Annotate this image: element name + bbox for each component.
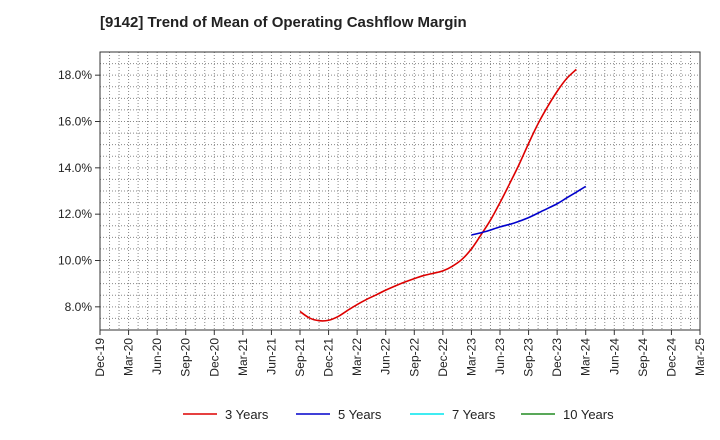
series-line-5-years [471, 185, 587, 236]
x-tick-label: Dec-24 [664, 338, 678, 377]
y-tick-label: 18.0% [58, 68, 92, 82]
legend-label-3-years: 3 Years [225, 407, 269, 422]
grid-layer [100, 52, 700, 330]
x-tick-label: Mar-24 [579, 338, 593, 376]
y-tick-label: 12.0% [58, 207, 92, 221]
plot-frame [99, 51, 701, 331]
x-tick-label: Mar-23 [464, 338, 478, 376]
legend: 3 Years 5 Years 7 Years 10 Years [183, 407, 614, 422]
x-tick-label: Dec-20 [207, 338, 221, 377]
x-tick-label: Sep-22 [407, 338, 421, 377]
legend-label-10-years: 10 Years [563, 407, 614, 422]
x-tick-label: Dec-22 [436, 338, 450, 377]
y-tick-label: 14.0% [58, 161, 92, 175]
x-tick-label: Dec-19 [93, 338, 107, 377]
x-tick-label: Jun-20 [150, 338, 164, 375]
x-tick-label: Sep-24 [636, 338, 650, 377]
series-line-3-years [299, 68, 577, 322]
series-layer [299, 68, 587, 322]
x-tick-label: Mar-25 [693, 338, 707, 376]
x-tick-label: Mar-20 [122, 338, 136, 376]
x-tick-label: Sep-21 [293, 338, 307, 377]
legend-label-7-years: 7 Years [452, 407, 496, 422]
x-tick-label: Mar-21 [236, 338, 250, 376]
x-tick-label: Jun-23 [493, 338, 507, 375]
y-tick-label: 8.0% [65, 300, 93, 314]
x-tick-label: Sep-23 [522, 338, 536, 377]
legend-label-5-years: 5 Years [338, 407, 382, 422]
x-tick-label: Dec-23 [550, 338, 564, 377]
chart-title: [9142] Trend of Mean of Operating Cashfl… [100, 14, 467, 31]
y-tick-label: 10.0% [58, 254, 92, 268]
x-tick-label: Jun-22 [379, 338, 393, 375]
axis-layer: 8.0% 10.0% 12.0% 14.0% 16.0% 18.0% Dec-19 Mar-2… [58, 51, 707, 377]
x-tick-label: Sep-20 [179, 338, 193, 377]
x-tick-label: Mar-22 [350, 338, 364, 376]
x-tick-label: Dec-21 [322, 338, 336, 377]
x-tick-label: Jun-24 [607, 338, 621, 375]
y-tick-label: 16.0% [58, 115, 92, 129]
x-tick-label: Jun-21 [264, 338, 278, 375]
